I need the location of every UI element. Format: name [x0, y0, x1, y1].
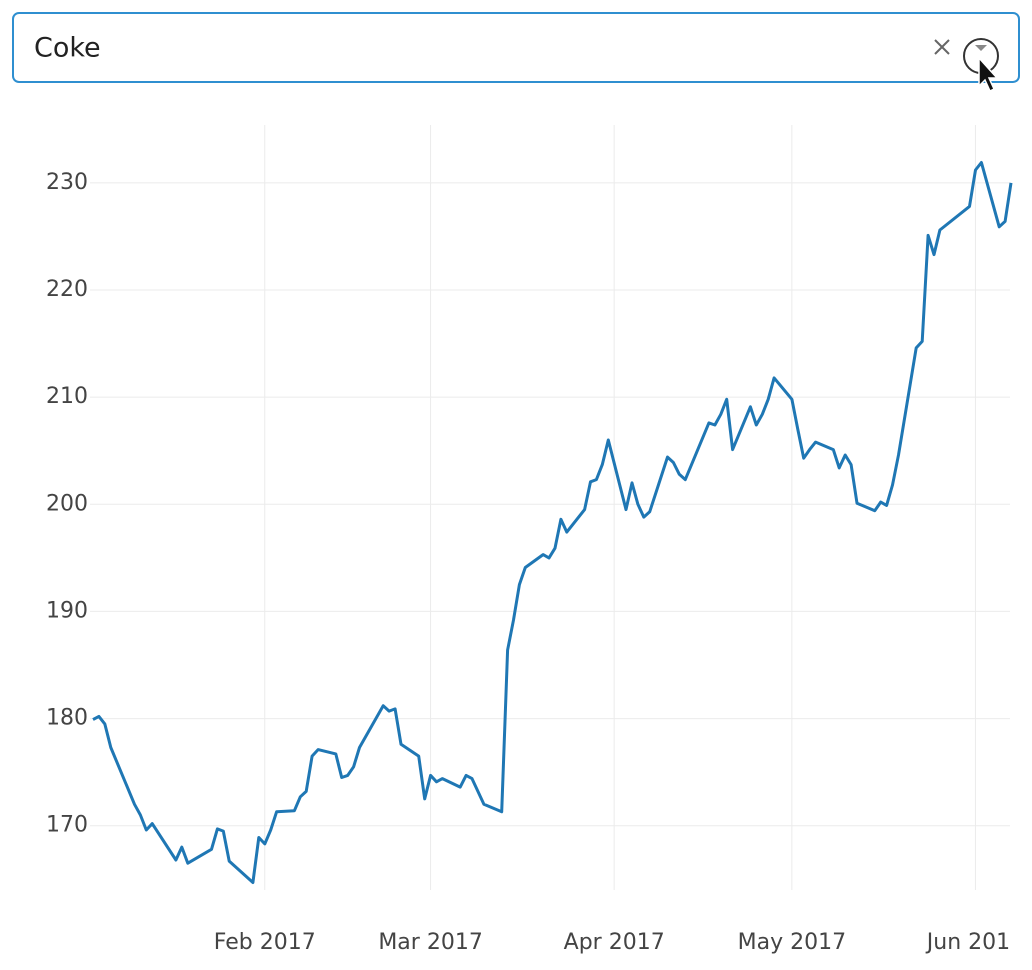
- plot: 170 180 190 200 210 220 230 Feb 2017 Mar 2017 Apr…: [46, 125, 1024, 955]
- arrow-icon: [975, 45, 987, 51]
- y-tick-label: 180: [46, 706, 88, 731]
- x-tick-label: May 2017: [738, 930, 846, 955]
- x-tick-label: Apr 2017: [564, 930, 665, 955]
- y-tick-label: 210: [46, 384, 88, 409]
- line-series: [92, 161, 1013, 884]
- y-tick-label: 200: [46, 491, 88, 516]
- dropdown[interactable]: Coke: [12, 12, 1020, 93]
- dropdown-value: Coke: [34, 33, 101, 64]
- dropdown-box[interactable]: [12, 12, 1020, 83]
- x-tick-label: Jun 2017: [925, 930, 1024, 955]
- x-tick-label: Mar 2017: [378, 930, 483, 955]
- y-tick-label: 230: [46, 170, 88, 195]
- x-tick-label: Feb 2017: [214, 930, 316, 955]
- clear-icon[interactable]: [934, 39, 950, 55]
- y-tick-label: 170: [46, 813, 88, 838]
- y-tick-label: 220: [46, 277, 88, 302]
- cursor: [978, 56, 999, 93]
- y-tick-label: 190: [46, 598, 88, 623]
